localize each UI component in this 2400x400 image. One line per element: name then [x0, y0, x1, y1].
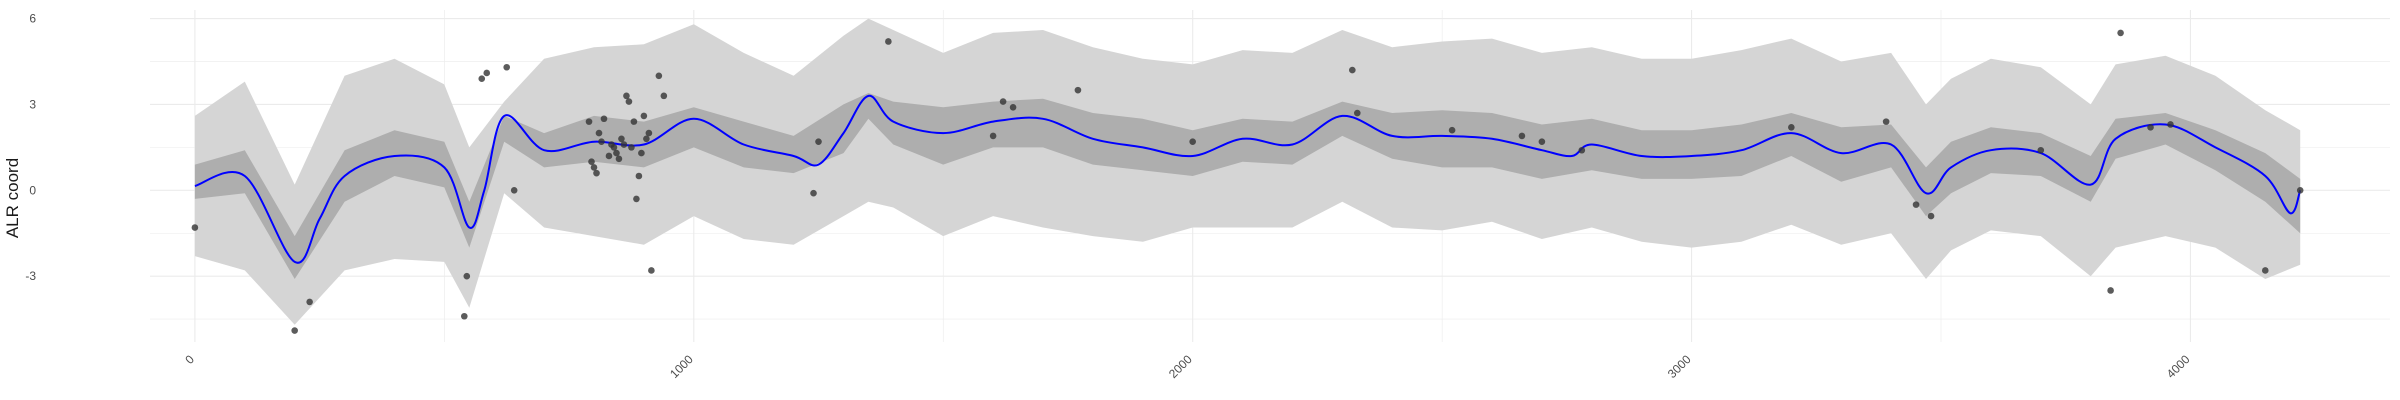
- data-point: [2296, 187, 2304, 194]
- data-point: [1538, 138, 1546, 145]
- data-point: [643, 135, 650, 143]
- data-point: [1578, 146, 1586, 154]
- x-tick-label: 2000: [1166, 352, 1195, 381]
- data-point: [2037, 146, 2045, 154]
- data-point: [2167, 121, 2174, 128]
- data-point: [638, 149, 645, 157]
- data-point: [640, 112, 648, 120]
- y-tick-label: 0: [29, 183, 36, 197]
- data-point: [618, 135, 625, 143]
- data-point: [588, 158, 595, 165]
- data-point: [630, 118, 638, 125]
- data-point: [885, 38, 892, 45]
- data-point: [2117, 29, 2124, 37]
- x-tick-label: 4000: [2164, 352, 2193, 381]
- data-point: [191, 224, 199, 231]
- data-point: [478, 75, 486, 82]
- data-points: [191, 29, 2304, 334]
- data-point: [2107, 287, 2114, 294]
- data-point: [1788, 124, 1795, 131]
- data-point: [645, 129, 653, 137]
- data-point: [1009, 104, 1017, 111]
- y-axis-label: ALR coord: [3, 158, 22, 238]
- data-point: [635, 172, 643, 180]
- data-point: [598, 138, 605, 145]
- data-point: [628, 144, 635, 151]
- y-tick-labels: -3 0 3 6: [25, 12, 36, 284]
- data-point: [810, 189, 817, 197]
- data-point: [815, 138, 822, 145]
- x-tick-label: 0: [182, 352, 197, 367]
- data-point: [1189, 138, 1196, 145]
- data-point: [613, 149, 620, 157]
- data-point: [633, 195, 640, 203]
- y-tick-label: -3: [25, 269, 36, 283]
- data-point: [605, 152, 613, 160]
- x-tick-label: 3000: [1665, 352, 1694, 381]
- outer-credible-band: [194, 18, 2301, 325]
- data-point: [620, 141, 628, 148]
- inner-credible-band: [194, 93, 2301, 279]
- data-point: [610, 144, 618, 151]
- data-point: [655, 72, 663, 80]
- data-point: [600, 115, 608, 123]
- data-point: [503, 63, 511, 71]
- data-point: [1349, 66, 1356, 74]
- data-point: [483, 69, 491, 77]
- data-point: [460, 312, 468, 320]
- mean-line: [194, 94, 2302, 264]
- data-point: [291, 327, 298, 334]
- data-point: [2261, 267, 2269, 274]
- data-point: [1354, 109, 1361, 117]
- data-point: [306, 298, 313, 306]
- y-tick-label: 3: [29, 97, 36, 111]
- x-tick-label: 1000: [667, 352, 696, 381]
- x-tick-labels: 0 1000 2000 3000 4000: [182, 352, 2192, 381]
- data-point: [585, 118, 593, 125]
- data-point: [623, 92, 630, 100]
- data-point: [999, 98, 1007, 105]
- data-point: [510, 187, 518, 194]
- data-point: [1518, 132, 1526, 140]
- data-point: [989, 132, 997, 140]
- data-point: [593, 169, 600, 177]
- data-point: [1882, 118, 1890, 125]
- data-point: [1448, 126, 1456, 134]
- y-tick-label: 6: [29, 12, 36, 26]
- data-point: [1927, 212, 1935, 220]
- data-point: [590, 164, 598, 171]
- data-point: [463, 272, 471, 280]
- data-point: [2147, 124, 2154, 131]
- data-point: [595, 129, 603, 137]
- data-point: [1912, 201, 1920, 208]
- data-point: [625, 98, 633, 105]
- data-point: [660, 92, 668, 100]
- data-point: [648, 267, 655, 274]
- data-point: [615, 155, 623, 163]
- data-point: [1074, 86, 1082, 94]
